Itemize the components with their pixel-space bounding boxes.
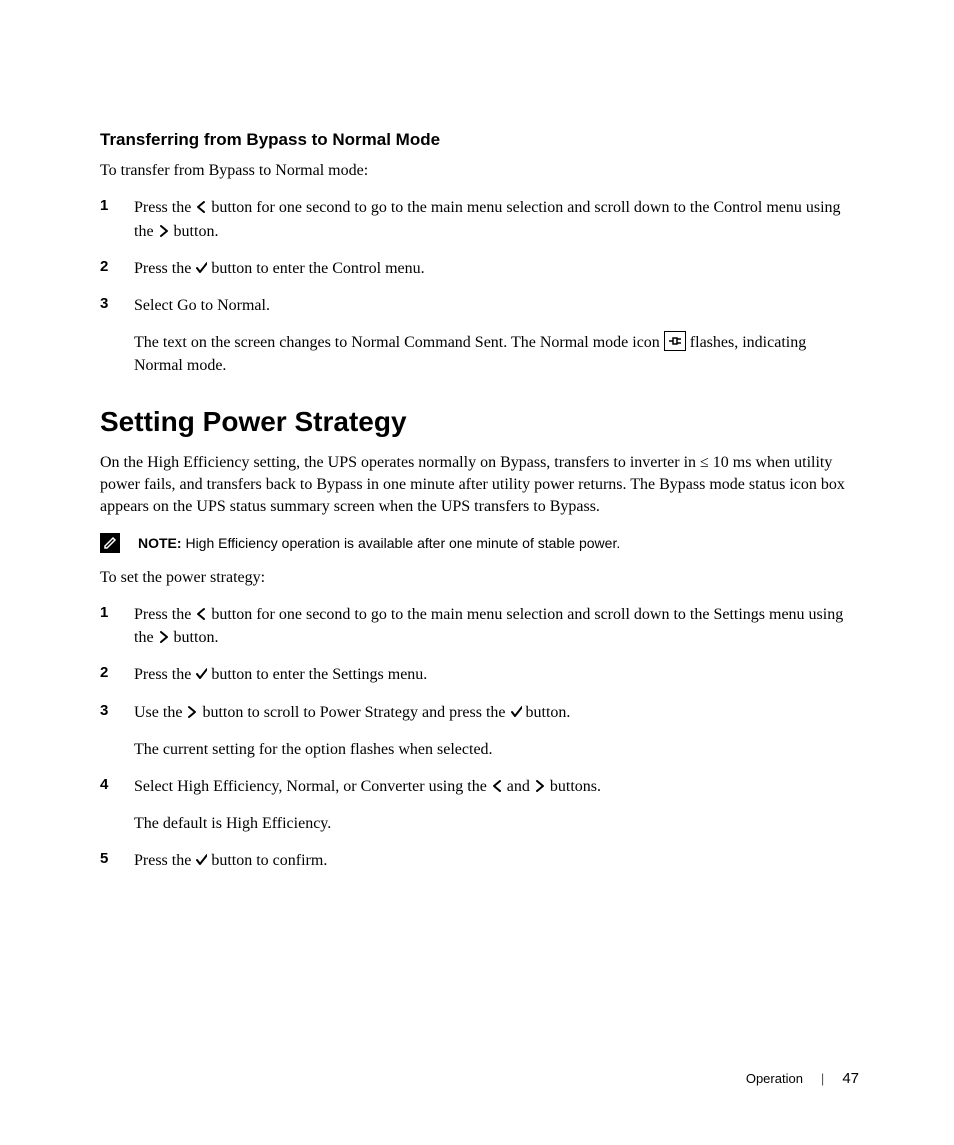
chevron-right-icon <box>186 705 198 719</box>
chevron-right-icon <box>158 224 170 238</box>
intro-text: On the High Efficiency setting, the UPS … <box>100 452 859 519</box>
document-page: Transferring from Bypass to Normal Mode … <box>0 0 954 1145</box>
check-icon <box>195 853 207 867</box>
footer-section: Operation <box>746 1071 803 1086</box>
footer-page-number: 47 <box>842 1070 859 1087</box>
step-body: Press the button for one second to go to… <box>134 196 859 242</box>
note-label: NOTE: <box>138 535 182 551</box>
step-number: 2 <box>100 257 134 280</box>
step-text: Press the button for one second to go to… <box>134 196 859 242</box>
check-icon <box>510 705 522 719</box>
step-text: Press the button to enter the Control me… <box>134 257 859 280</box>
list-item: 2 Press the button to enter the Control … <box>100 257 859 280</box>
page-footer: Operation | 47 <box>746 1070 859 1087</box>
intro-text: To transfer from Bypass to Normal mode: <box>100 160 859 182</box>
note-row: NOTE: High Efficiency operation is avail… <box>100 533 859 553</box>
step-number: 1 <box>100 603 134 649</box>
section-heading-bypass-to-normal: Transferring from Bypass to Normal Mode <box>100 130 859 150</box>
pencil-note-icon <box>100 533 120 553</box>
step-number: 1 <box>100 196 134 242</box>
step-number: 3 <box>100 294 134 378</box>
step-body: Use the button to scroll to Power Strate… <box>134 701 859 761</box>
step-number: 5 <box>100 849 134 872</box>
steps-list-1: 1 Press the button for one second to go … <box>100 196 859 377</box>
step-after-text: The text on the screen changes to Normal… <box>134 331 859 377</box>
chevron-left-icon <box>491 779 503 793</box>
list-item: 1 Press the button for one second to go … <box>100 603 859 649</box>
step-body: Press the button to confirm. <box>134 849 859 872</box>
step-text: Press the button to enter the Settings m… <box>134 663 859 686</box>
step-text: Use the button to scroll to Power Strate… <box>134 701 859 724</box>
list-item: 3 Use the button to scroll to Power Stra… <box>100 701 859 761</box>
note-body: High Efficiency operation is available a… <box>182 535 621 551</box>
step-body: Press the button to enter the Settings m… <box>134 663 859 686</box>
step-text: Select High Efficiency, Normal, or Conve… <box>134 775 859 798</box>
list-item: 3 Select Go to Normal. The text on the s… <box>100 294 859 378</box>
step-body: Press the button to enter the Control me… <box>134 257 859 280</box>
main-heading-power-strategy: Setting Power Strategy <box>100 406 859 438</box>
chevron-right-icon <box>158 630 170 644</box>
note-text: NOTE: High Efficiency operation is avail… <box>138 535 620 551</box>
list-item: 5 Press the button to confirm. <box>100 849 859 872</box>
step-number: 3 <box>100 701 134 761</box>
step-text: Press the button for one second to go to… <box>134 603 859 649</box>
step-text: Press the button to confirm. <box>134 849 859 872</box>
step-body: Select High Efficiency, Normal, or Conve… <box>134 775 859 835</box>
footer-divider: | <box>821 1071 824 1086</box>
intro-text-2: To set the power strategy: <box>100 567 859 589</box>
chevron-left-icon <box>195 607 207 621</box>
list-item: 4 Select High Efficiency, Normal, or Con… <box>100 775 859 835</box>
step-body: Select Go to Normal. The text on the scr… <box>134 294 859 378</box>
chevron-right-icon <box>534 779 546 793</box>
step-body: Press the button for one second to go to… <box>134 603 859 649</box>
list-item: 2 Press the button to enter the Settings… <box>100 663 859 686</box>
step-after-text: The current setting for the option flash… <box>134 738 859 761</box>
steps-list-2: 1 Press the button for one second to go … <box>100 603 859 873</box>
step-after-text: The default is High Efficiency. <box>134 812 859 835</box>
list-item: 1 Press the button for one second to go … <box>100 196 859 242</box>
step-text: Select Go to Normal. <box>134 294 859 317</box>
step-number: 4 <box>100 775 134 835</box>
step-number: 2 <box>100 663 134 686</box>
check-icon <box>195 261 207 275</box>
chevron-left-icon <box>195 200 207 214</box>
check-icon <box>195 667 207 681</box>
normal-mode-icon <box>664 331 686 351</box>
